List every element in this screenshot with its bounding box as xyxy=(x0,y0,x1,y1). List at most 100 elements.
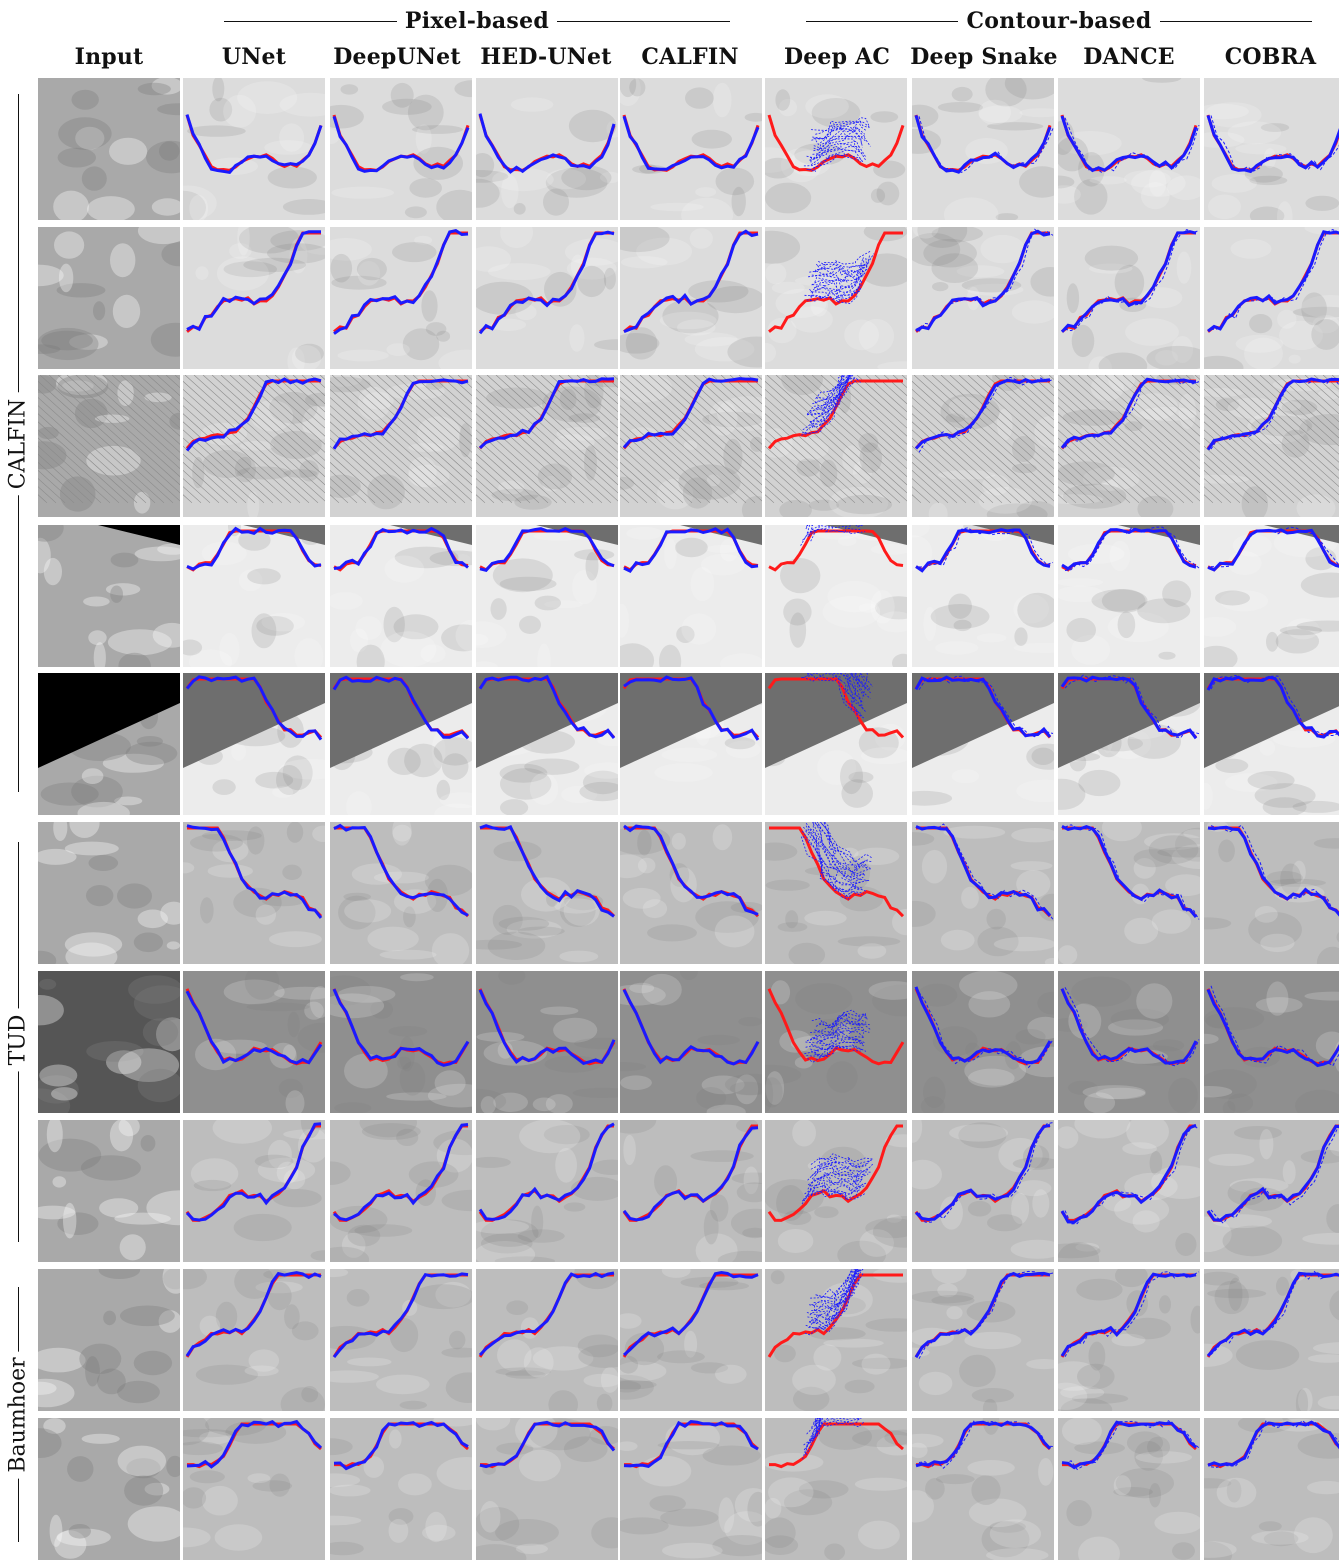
texture-blob xyxy=(925,1478,945,1500)
texture-blob xyxy=(690,228,713,249)
column-header-deepunet: DeepUNet xyxy=(320,44,474,74)
texture-blob xyxy=(1234,1126,1282,1140)
column-header-deep-snake: Deep Snake xyxy=(904,44,1064,74)
texture-blob xyxy=(854,848,899,865)
texture-blob xyxy=(949,1124,1008,1141)
result-panel xyxy=(912,525,1054,667)
texture-blob xyxy=(824,1544,845,1560)
texture-blob xyxy=(647,924,697,941)
panel-graphic xyxy=(38,1269,180,1411)
texture-blob xyxy=(82,768,104,784)
texture-blob xyxy=(385,556,425,583)
texture-blob xyxy=(1016,1029,1046,1044)
panel-graphic xyxy=(912,971,1054,1113)
column-header-unet: UNet xyxy=(183,44,325,74)
texture-blob xyxy=(51,1087,78,1100)
texture-blob xyxy=(111,553,139,568)
texture-blob xyxy=(141,1135,156,1152)
texture-blob xyxy=(840,759,863,794)
group-title: Contour-based xyxy=(958,8,1159,34)
column-header-deep-ac: Deep AC xyxy=(766,44,908,74)
texture-blob xyxy=(256,905,276,925)
result-panel xyxy=(183,1120,325,1262)
header-rule-right xyxy=(557,21,730,22)
texture-blob xyxy=(968,991,1010,1017)
panel-graphic xyxy=(1204,525,1339,667)
texture-blob xyxy=(367,474,405,509)
result-panel xyxy=(912,1120,1054,1262)
texture-blob xyxy=(83,597,110,607)
panel-graphic xyxy=(765,525,907,667)
texture-blob xyxy=(103,1311,116,1326)
texture-blob xyxy=(725,737,756,749)
texture-blob xyxy=(138,83,171,95)
texture-blob xyxy=(845,1380,875,1393)
panel-graphic xyxy=(1058,525,1200,667)
texture-blob xyxy=(710,1195,728,1222)
result-panel xyxy=(1058,1418,1200,1560)
result-panel xyxy=(1204,227,1339,369)
texture-blob xyxy=(554,898,598,913)
row-group-label: Baumhoer xyxy=(6,1351,31,1478)
result-panel xyxy=(476,525,618,667)
texture-blob xyxy=(662,1543,723,1559)
texture-blob xyxy=(1236,335,1284,353)
result-panel xyxy=(1058,227,1200,369)
texture-blob xyxy=(338,986,396,1003)
texture-blob xyxy=(657,1350,705,1363)
texture-blob xyxy=(994,937,1054,951)
texture-blob xyxy=(138,910,168,929)
texture-blob xyxy=(1267,871,1303,884)
texture-blob xyxy=(53,1176,67,1187)
panel-graphic xyxy=(765,822,907,964)
result-panel xyxy=(330,1120,472,1262)
texture-blob xyxy=(530,773,558,805)
texture-blob xyxy=(159,141,180,160)
texture-blob xyxy=(1236,1340,1299,1370)
texture-blob xyxy=(1062,1418,1102,1445)
texture-blob xyxy=(715,1365,747,1384)
texture-blob xyxy=(82,1434,120,1444)
texture-blob xyxy=(987,909,1006,930)
texture-blob xyxy=(282,865,302,880)
texture-blob xyxy=(288,1012,300,1038)
result-panel xyxy=(620,1120,762,1262)
panel-graphic xyxy=(183,525,325,667)
texture-blob xyxy=(110,243,135,277)
panel-graphic xyxy=(38,822,180,964)
texture-blob xyxy=(79,1344,121,1374)
result-panel xyxy=(620,1418,762,1560)
texture-blob xyxy=(713,83,732,118)
result-panel xyxy=(765,227,907,369)
texture-blob xyxy=(672,833,686,850)
texture-blob xyxy=(408,95,444,131)
texture-blob xyxy=(971,1475,1000,1505)
result-panel xyxy=(620,375,762,517)
texture-blob xyxy=(82,166,107,190)
texture-blob xyxy=(356,616,382,640)
texture-blob xyxy=(948,594,972,619)
texture-blob xyxy=(1204,102,1262,127)
result-panel xyxy=(620,1269,762,1411)
result-panel xyxy=(620,78,762,220)
texture-blob xyxy=(200,897,214,923)
panel-graphic xyxy=(183,971,325,1113)
texture-blob xyxy=(941,930,975,951)
texture-blob xyxy=(1078,770,1120,796)
result-panel xyxy=(620,227,762,369)
texture-blob xyxy=(398,1473,432,1495)
texture-blob xyxy=(697,1035,740,1045)
panel-graphic xyxy=(620,1269,762,1411)
texture-blob xyxy=(498,481,524,495)
texture-blob xyxy=(827,1061,858,1093)
result-panel xyxy=(330,971,472,1113)
texture-blob xyxy=(81,1155,141,1180)
texture-blob xyxy=(362,1123,421,1140)
texture-blob xyxy=(555,1148,577,1183)
texture-blob xyxy=(569,413,601,423)
panel-graphic xyxy=(330,971,472,1113)
texture-blob xyxy=(524,1347,554,1377)
texture-blob xyxy=(117,883,152,908)
panel-graphic xyxy=(1058,822,1200,964)
texture-blob xyxy=(1260,740,1276,755)
